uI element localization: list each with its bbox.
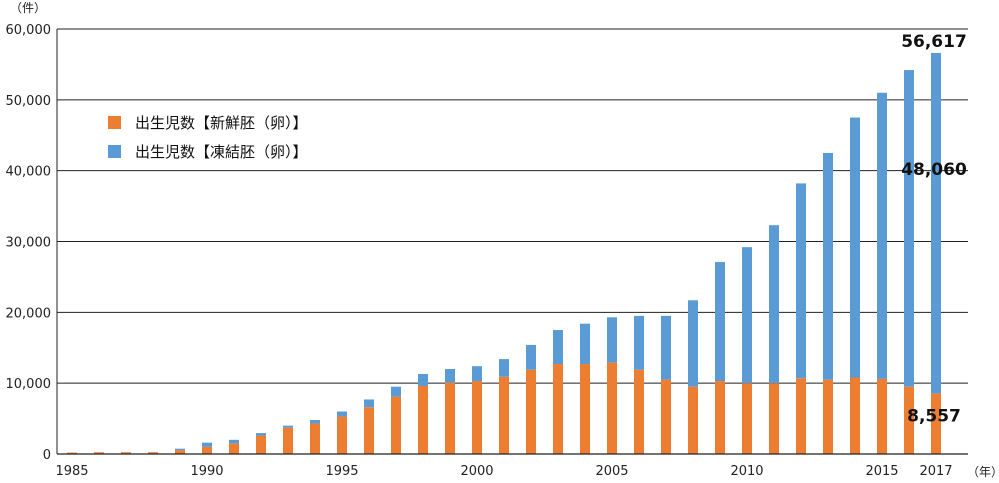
data-label-series-1: 8,557: [907, 406, 961, 426]
legend: 出生児数【新鮮胚（卵）】出生児数【凍結胚（卵）】: [108, 114, 308, 161]
y-tick-label: 10,000: [6, 377, 52, 392]
x-tick-label-2015: 2015: [865, 464, 898, 479]
bar-frozen-2003: [553, 330, 563, 365]
bar-fresh-2009: [715, 381, 725, 454]
bar-fresh-2013: [823, 379, 833, 454]
legend-swatch-1: [108, 116, 121, 129]
bar-fresh-2015: [877, 378, 887, 454]
bar-fresh-2003: [553, 364, 563, 454]
bar-fresh-2001: [499, 376, 509, 454]
bar-fresh-1995: [337, 416, 347, 454]
bar-fresh-2010: [742, 383, 752, 454]
bar-frozen-1992: [256, 433, 266, 436]
bar-frozen-1990: [202, 442, 212, 447]
bar-fresh-2005: [607, 362, 617, 454]
legend-swatch-2: [108, 145, 121, 158]
axes: [56, 29, 968, 455]
y-tick-label: 0: [43, 448, 51, 463]
bar-fresh-1985: [67, 452, 77, 454]
bar-frozen-2015: [877, 92, 887, 379]
bar-fresh-1992: [256, 435, 266, 454]
bar-frozen-2013: [823, 152, 833, 380]
x-tick-label-2000: 2000: [460, 464, 493, 479]
bar-frozen-1997: [391, 386, 401, 397]
bar-frozen-1999: [445, 369, 455, 383]
y-tick-label: 30,000: [6, 236, 52, 251]
y-axis-unit-label: （件）: [10, 1, 46, 15]
data-labels: 56,617 48,060 8,557: [901, 32, 967, 426]
bar-frozen-1993: [283, 425, 293, 428]
bar-frozen-2005: [607, 317, 617, 363]
bar-fresh-1999: [445, 382, 455, 454]
bar-fresh-1988: [148, 452, 158, 454]
bar-fresh-2007: [661, 379, 671, 454]
bar-frozen-2011: [769, 225, 779, 384]
bar-fresh-1987: [121, 452, 131, 454]
bar-frozen-2008: [688, 300, 698, 387]
bar-fresh-2006: [634, 369, 644, 454]
x-tick-label-1995: 1995: [325, 464, 358, 479]
bar-fresh-1991: [229, 443, 239, 454]
bar-frozen-1991: [229, 439, 239, 444]
bar-frozen-2009: [715, 262, 725, 382]
y-tick-label: 20,000: [6, 306, 52, 321]
y-tick-label: 50,000: [6, 94, 52, 109]
bar-fresh-2002: [526, 369, 536, 454]
bar-fresh-1997: [391, 396, 401, 454]
bar-fresh-2014: [850, 377, 860, 454]
bar-fresh-1993: [283, 427, 293, 454]
bar-frozen-2012: [796, 183, 806, 379]
bar-fresh-1998: [418, 386, 428, 454]
x-tick-label-2005: 2005: [595, 464, 628, 479]
bar-frozen-2017: [931, 52, 941, 394]
y-tick-label: 40,000: [6, 165, 52, 180]
bar-fresh-2004: [580, 364, 590, 454]
bar-fresh-2000: [472, 381, 482, 454]
bar-fresh-1990: [202, 446, 212, 454]
bar-fresh-2016: [904, 386, 914, 454]
y-tick-labels: 0 10,000 20,000 30,000 40,000 50,000 60,000: [6, 23, 52, 463]
bars: [67, 52, 941, 454]
x-tick-label-1985: 1985: [55, 464, 88, 479]
bar-frozen-2016: [904, 70, 914, 387]
bar-frozen-2000: [472, 366, 482, 382]
bar-frozen-2014: [850, 117, 860, 378]
y-tick-label: 60,000: [6, 23, 52, 38]
legend-label-1: 出生児数【新鮮胚（卵）】: [135, 114, 308, 132]
bar-frozen-2004: [580, 323, 590, 365]
x-axis-unit-label: （年）: [967, 465, 999, 479]
bar-fresh-2017: [931, 393, 941, 454]
bar-fresh-2011: [769, 383, 779, 454]
x-tick-label-2017: 2017: [919, 464, 952, 479]
legend-label-2: 出生児数【凍結胚（卵）】: [135, 143, 308, 161]
gridlines: [57, 28, 968, 384]
bar-fresh-2012: [796, 378, 806, 454]
bar-frozen-2002: [526, 344, 536, 370]
bar-frozen-1989: [175, 448, 185, 451]
bar-fresh-1989: [175, 450, 185, 454]
bar-fresh-1994: [310, 423, 320, 454]
bar-frozen-2001: [499, 359, 509, 377]
x-tick-labels: 1985 1990 1995 2000 2005 2010 2015 2017: [55, 464, 952, 479]
bar-fresh-2008: [688, 386, 698, 454]
bar-frozen-1998: [418, 373, 428, 386]
x-tick-label-2010: 2010: [730, 464, 763, 479]
data-label-total: 56,617: [901, 32, 967, 52]
bar-frozen-1996: [364, 399, 374, 408]
bar-fresh-1996: [364, 407, 374, 454]
bar-frozen-1995: [337, 411, 347, 417]
bar-frozen-2007: [661, 315, 671, 380]
data-label-series-2: 48,060: [901, 160, 967, 180]
bar-fresh-1986: [94, 452, 104, 454]
x-tick-label-1990: 1990: [190, 464, 223, 479]
bar-frozen-1994: [310, 420, 320, 424]
bar-frozen-2010: [742, 247, 752, 384]
bar-frozen-2006: [634, 315, 644, 370]
